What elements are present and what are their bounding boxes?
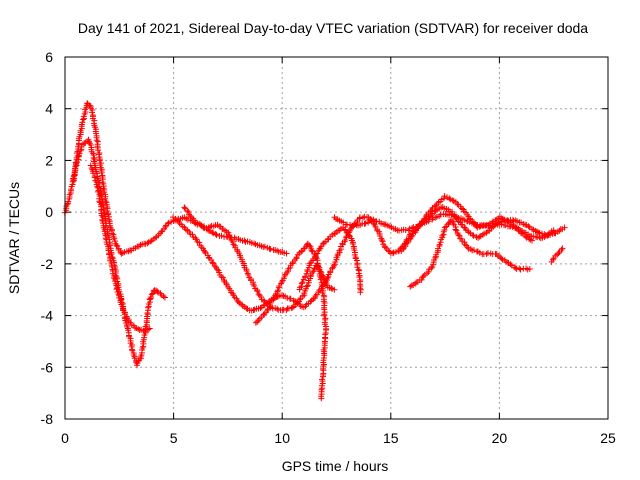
data-point [181, 204, 187, 210]
y-tick-label: 4 [45, 101, 53, 117]
data-point [360, 215, 366, 221]
data-point [80, 117, 86, 123]
y-tick-label: -8 [41, 411, 54, 427]
data-point [99, 217, 105, 223]
data-point [254, 319, 260, 325]
sdtvar-scatter-chart: Day 141 of 2021, Sidereal Day-to-day VTE… [0, 0, 640, 480]
x-tick-label: 25 [600, 430, 616, 446]
series-track-11 [549, 245, 566, 265]
data-point [356, 274, 362, 280]
y-tick-label: -6 [41, 359, 54, 375]
x-tick-label: 5 [170, 430, 178, 446]
x-axis-ticks: 0 5 10 15 20 25 [61, 57, 616, 446]
data-point [290, 304, 296, 310]
y-tick-label: 6 [45, 49, 53, 65]
data-point [321, 313, 327, 319]
x-tick-label: 15 [383, 430, 399, 446]
data-point [555, 250, 561, 256]
y-tick-label: -2 [41, 256, 54, 272]
data-marks [62, 100, 568, 401]
data-point [268, 246, 274, 252]
data-point [300, 279, 306, 285]
y-axis-label: SDTVAR / TECUs [6, 182, 22, 294]
x-tick-label: 10 [274, 430, 290, 446]
y-tick-label: 0 [45, 204, 53, 220]
x-axis-label: GPS time / hours [282, 458, 389, 474]
data-point [518, 266, 524, 272]
x-tick-label: 20 [492, 430, 508, 446]
series-track-2 [71, 100, 290, 256]
y-tick-label: 2 [45, 152, 53, 168]
series-track-1 [62, 137, 168, 369]
y-tick-label: -4 [41, 308, 54, 324]
data-point [89, 165, 95, 171]
chart-title: Day 141 of 2021, Sidereal Day-to-day VTE… [78, 20, 588, 36]
data-point [323, 330, 329, 336]
series-track-3 [88, 162, 153, 333]
data-point [559, 245, 565, 251]
x-tick-label: 0 [61, 430, 69, 446]
data-point [484, 251, 490, 257]
series-track-6 [253, 241, 329, 402]
